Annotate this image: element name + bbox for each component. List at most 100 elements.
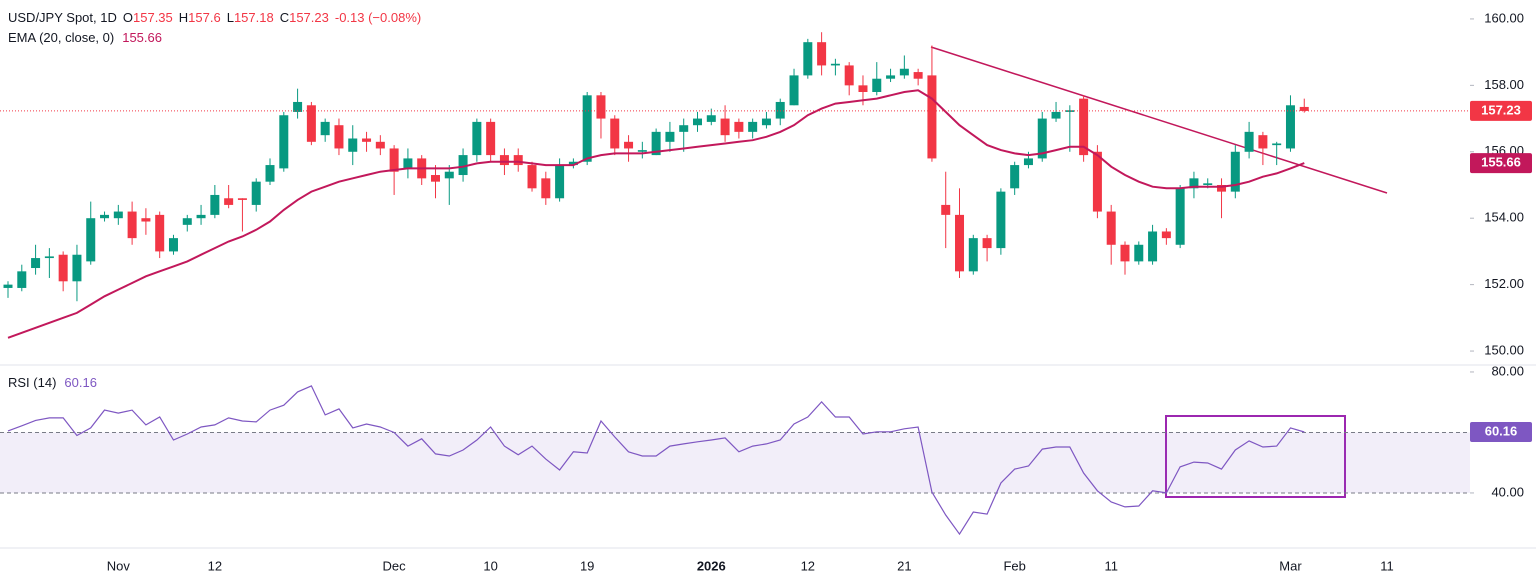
x-tick-label: Dec <box>383 558 407 573</box>
candle-body <box>31 258 41 269</box>
candle-body <box>44 256 54 259</box>
candle-body <box>748 121 758 132</box>
trendline <box>930 46 1388 194</box>
candle-body <box>651 131 661 156</box>
candle-body <box>155 214 165 252</box>
low-value: 157.18 <box>234 10 274 25</box>
candle-body <box>196 214 206 219</box>
legend-ohlc: USD/JPY Spot, 1D O157.35 H157.6 L157.18 C157… <box>8 10 421 25</box>
candle-body <box>472 121 482 156</box>
rsi-tick-label: 80.00 <box>1491 363 1524 378</box>
ema-line <box>7 89 1305 339</box>
rsi-price-box <box>1470 421 1532 442</box>
candle-body <box>941 204 951 215</box>
candle-body <box>306 105 316 142</box>
x-tick-label: 2026 <box>697 558 726 573</box>
candle-body <box>844 65 854 86</box>
candle-body <box>444 171 454 179</box>
ema-price-label: 155.66 <box>1481 155 1521 170</box>
candle-body <box>113 211 123 219</box>
candle-body <box>210 194 220 215</box>
candle-body <box>1148 231 1158 262</box>
candle-body <box>1175 188 1185 245</box>
candle-body <box>1189 178 1199 189</box>
high-label: H <box>179 10 188 25</box>
y-tick-label: 150.00 <box>1484 342 1524 357</box>
candle-body <box>224 198 234 205</box>
candle-body <box>1037 118 1047 159</box>
candle-body <box>817 42 827 66</box>
candle-body <box>362 138 372 142</box>
candle-body <box>1051 111 1061 119</box>
candle-body <box>375 141 385 149</box>
rsi-price-label: 60.16 <box>1485 423 1518 438</box>
candle-body <box>541 178 551 199</box>
candle-body <box>348 138 358 152</box>
legend-rsi: RSI (14) 60.16 <box>8 375 97 390</box>
candle-body <box>1161 231 1171 239</box>
candle-body <box>582 95 592 162</box>
candle-body <box>968 238 978 272</box>
candle-body <box>913 72 923 79</box>
candle-body <box>1120 244 1130 262</box>
chart-title: USD/JPY Spot, 1D <box>8 10 117 25</box>
candle-body <box>3 284 13 288</box>
candle-body <box>637 150 647 152</box>
candle-body <box>141 218 151 222</box>
candle-body <box>899 68 909 76</box>
low-label: L <box>227 10 234 25</box>
candle-body <box>596 95 606 119</box>
candle-body <box>1217 184 1227 192</box>
candle-body <box>182 218 192 225</box>
candle-body <box>789 75 799 106</box>
candle-body <box>458 155 468 176</box>
candle-body <box>955 214 965 272</box>
candle-body <box>1065 110 1075 112</box>
rsi-tick-label: 40.00 <box>1491 484 1524 499</box>
x-tick-label: Feb <box>1003 558 1025 573</box>
ema-value: 155.66 <box>122 30 162 45</box>
candle-body <box>1272 143 1282 146</box>
candle-body <box>886 75 896 79</box>
x-tick-label: Nov <box>107 558 131 573</box>
x-tick-label: Mar <box>1279 558 1302 573</box>
candle-body <box>610 118 620 149</box>
candle-body <box>265 165 275 182</box>
candle-body <box>17 271 27 288</box>
candle-body <box>1258 135 1268 149</box>
x-tick-label: 12 <box>801 558 815 573</box>
candle-body <box>168 238 178 252</box>
candle-body <box>1299 106 1309 111</box>
candle-body <box>486 121 496 156</box>
x-tick-label: 21 <box>897 558 911 573</box>
candle-body <box>872 78 882 92</box>
rsi-line <box>7 385 1305 536</box>
candle-body <box>1244 131 1254 152</box>
open-value: 157.35 <box>133 10 173 25</box>
x-tick-label: 12 <box>208 558 222 573</box>
y-tick-label: 160.00 <box>1484 10 1524 25</box>
ema-name: EMA (20, close, 0) <box>8 30 114 45</box>
candle-body <box>86 218 96 262</box>
candle-body <box>1134 244 1144 262</box>
x-tick-label: 19 <box>580 558 594 573</box>
candle-body <box>100 214 110 219</box>
candle-body <box>624 141 634 149</box>
candle-body <box>830 63 840 66</box>
ema-price-box <box>1470 153 1532 174</box>
candle-body <box>720 118 730 136</box>
candle-body <box>430 175 440 182</box>
candle-body <box>927 75 937 159</box>
candle-body <box>334 125 344 149</box>
highlight-box <box>1165 415 1346 498</box>
candle-body <box>803 42 813 76</box>
candle-body <box>555 165 565 199</box>
candle-body <box>58 254 68 282</box>
x-tick-label: 11 <box>1104 558 1118 573</box>
candle-body <box>1106 211 1116 245</box>
close-value: 157.23 <box>289 10 329 25</box>
candle-body <box>389 148 399 172</box>
rsi-band <box>0 432 1470 493</box>
